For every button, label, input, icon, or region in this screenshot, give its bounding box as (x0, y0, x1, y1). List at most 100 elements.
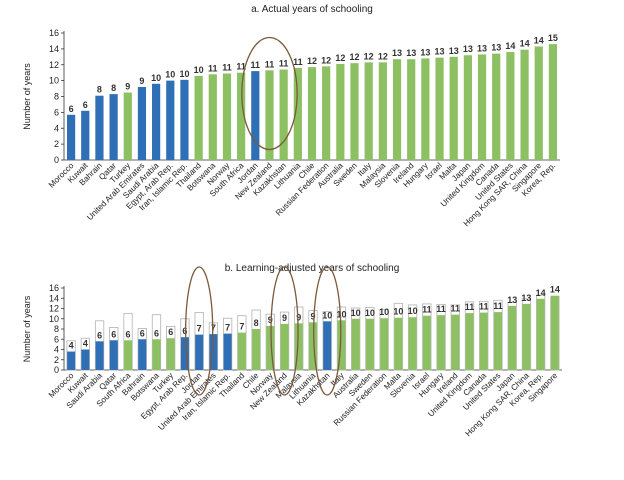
data-label: 6 (182, 326, 187, 336)
bar (123, 92, 132, 160)
y-tick-label: 12 (49, 304, 59, 314)
data-label: 10 (179, 69, 189, 79)
bar (520, 49, 529, 161)
data-label: 11 (236, 62, 246, 72)
data-label: 11 (279, 59, 289, 69)
data-label: 10 (322, 310, 332, 320)
data-label: 12 (335, 53, 345, 63)
bar (536, 298, 545, 370)
data-label: 6 (97, 330, 102, 340)
y-tick-label: 16 (49, 28, 59, 38)
bar (95, 341, 104, 370)
data-label: 6 (83, 100, 88, 110)
data-label: 9 (310, 311, 315, 321)
bar (223, 333, 232, 370)
data-label: 13 (406, 48, 416, 58)
bar (392, 59, 402, 160)
data-label: 14 (520, 39, 530, 49)
bar (477, 54, 487, 160)
y-tick-label: 12 (49, 60, 59, 70)
y-tick-label: 8 (54, 324, 59, 334)
y-tick-label: 2 (54, 139, 59, 149)
y-axis-label: Number of years (22, 63, 32, 130)
bar (309, 322, 317, 370)
y-tick-label: 14 (49, 293, 59, 303)
bar (266, 325, 275, 370)
bar (378, 62, 387, 160)
bar (251, 71, 260, 160)
data-label: 11 (465, 302, 475, 312)
data-label: 6 (111, 329, 116, 339)
data-label: 8 (97, 85, 102, 95)
data-label: 14 (550, 285, 560, 295)
data-label: 10 (393, 307, 403, 317)
bar (152, 83, 161, 160)
bar (95, 95, 104, 160)
bar (465, 313, 474, 370)
data-label: 13 (521, 293, 531, 303)
bar (166, 338, 175, 370)
data-label: 6 (69, 104, 74, 114)
bar (451, 314, 460, 370)
bar (394, 317, 403, 370)
bar (194, 75, 203, 160)
bar (364, 62, 373, 160)
data-label: 11 (208, 63, 218, 73)
data-label: 13 (420, 47, 430, 57)
data-label: 13 (507, 295, 517, 305)
highlight-ellipse (241, 36, 298, 151)
bar (323, 321, 332, 370)
y-axis-label: Number of years (22, 295, 32, 362)
y-tick-label: 4 (54, 123, 59, 133)
data-label: 14 (505, 41, 515, 51)
data-label: 11 (422, 305, 432, 315)
data-label: 10 (194, 65, 204, 75)
data-label: 9 (296, 312, 301, 322)
data-label: 6 (168, 327, 173, 337)
y-tick-label: 0 (54, 155, 59, 165)
bar (265, 70, 274, 160)
data-label: 12 (321, 55, 331, 65)
data-label: 7 (197, 324, 202, 334)
y-tick-label: 14 (49, 44, 59, 54)
bar (166, 80, 175, 160)
data-label: 10 (336, 309, 346, 319)
bar (294, 323, 303, 370)
panel-b-title: b. Learning-adjusted years of schooling (225, 263, 400, 274)
data-label: 9 (268, 315, 273, 325)
bar (208, 74, 217, 160)
data-label: 10 (165, 70, 175, 80)
y-tick-label: 10 (49, 76, 59, 86)
bar (307, 67, 317, 160)
data-label: 8 (254, 318, 259, 328)
data-label: 14 (536, 288, 546, 298)
bar (550, 295, 559, 370)
data-label: 6 (154, 328, 159, 338)
bar (195, 334, 204, 370)
data-label: 7 (239, 322, 244, 332)
bar (279, 69, 288, 160)
data-label: 10 (365, 308, 375, 318)
y-tick-label: 6 (54, 334, 59, 344)
bar (449, 56, 458, 160)
bar (408, 317, 417, 370)
bar (522, 303, 531, 370)
y-tick-label: 2 (54, 355, 59, 365)
bar (293, 67, 302, 160)
data-label: 7 (225, 323, 230, 333)
bar (422, 315, 431, 370)
data-label: 10 (151, 73, 161, 83)
bar (351, 318, 360, 370)
bar (492, 53, 501, 161)
data-label: 11 (436, 304, 446, 314)
panel-b-learning-adjusted-years: b. Learning-adjusted years of schooling … (22, 263, 562, 438)
data-label: 9 (282, 313, 287, 323)
bar (180, 337, 189, 370)
data-label: 13 (491, 43, 501, 53)
data-label: 12 (364, 51, 374, 61)
data-label: 15 (548, 33, 558, 43)
data-label: 7 (211, 323, 216, 333)
bar (421, 58, 430, 160)
bar (109, 340, 118, 370)
